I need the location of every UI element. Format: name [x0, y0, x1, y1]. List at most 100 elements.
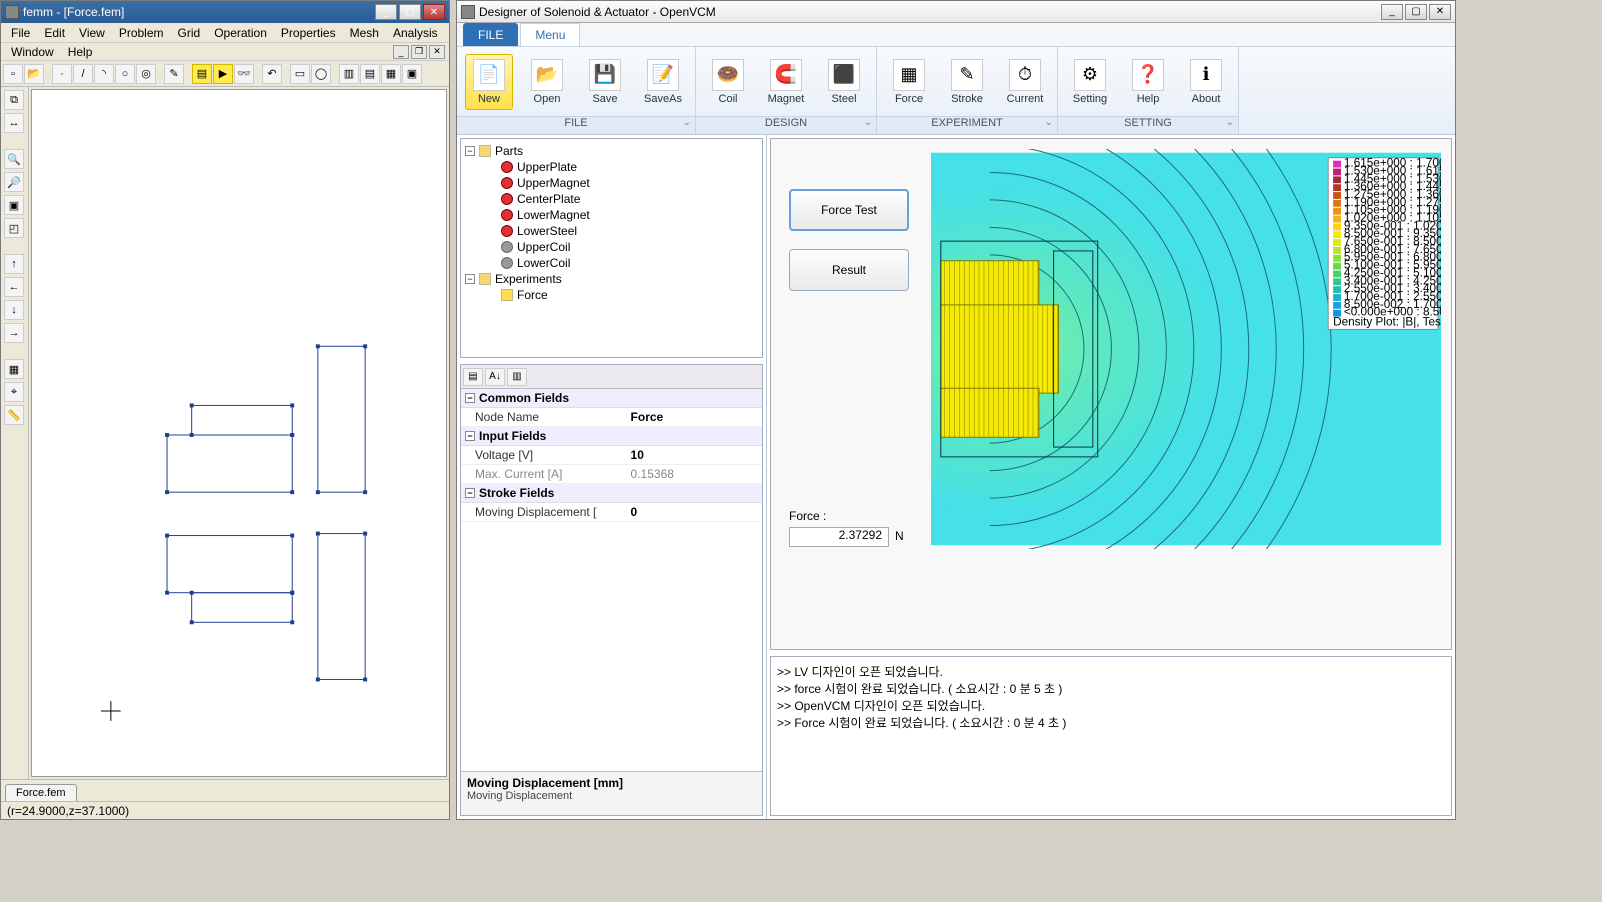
menu-file[interactable]: File [5, 24, 36, 42]
femm-statusbar: (r=24.9000,z=37.1000) [1, 801, 449, 819]
target-icon[interactable]: ◎ [136, 64, 156, 84]
arrow-up-icon[interactable]: ↑ [4, 254, 24, 274]
femm-doc-tab[interactable]: Force.fem [5, 784, 77, 801]
femm-menubar: FileEditViewProblemGridOperationProperti… [1, 23, 449, 43]
vcm-titlebar[interactable]: Designer of Solenoid & Actuator - OpenVC… [457, 1, 1455, 23]
glasses-icon[interactable]: 👓 [234, 64, 254, 84]
zoomout-icon[interactable]: 🔎 [4, 172, 24, 192]
mesh-icon[interactable]: ▤ [192, 64, 212, 84]
prop-category[interactable]: −Stroke Fields [461, 484, 762, 503]
arc-icon[interactable]: ◝ [94, 64, 114, 84]
tree-part-item[interactable]: UpperPlate [465, 159, 758, 175]
new-icon[interactable]: ▫ [3, 64, 23, 84]
grid1-icon[interactable]: ▦ [381, 64, 401, 84]
ribbon-current-button[interactable]: ⏱Current [1001, 57, 1049, 107]
zoomin-icon[interactable]: 🔍 [4, 149, 24, 169]
zoomfit-icon[interactable]: ▣ [4, 195, 24, 215]
result-button[interactable]: Result [789, 249, 909, 291]
femm-canvas[interactable] [31, 89, 447, 777]
menu-window[interactable]: Window [5, 43, 60, 61]
maximize-button[interactable]: ▢ [1405, 4, 1427, 20]
tree-part-item[interactable]: CenterPlate [465, 191, 758, 207]
femm-titlebar[interactable]: femm - [Force.fem] _ ▢ ✕ [1, 1, 449, 23]
select-circ-icon[interactable]: ◯ [311, 64, 331, 84]
circle-icon[interactable]: ○ [115, 64, 135, 84]
tree-experiments-node[interactable]: − Experiments [465, 271, 758, 287]
minimize-button[interactable]: _ [1381, 4, 1403, 20]
prop-row-voltage[interactable]: Voltage [V] 10 [461, 446, 762, 465]
ribbon-setting-button[interactable]: ⚙Setting [1066, 57, 1114, 107]
ribbon-coil-button[interactable]: 🍩Coil [704, 57, 752, 107]
prop-row-nodename[interactable]: Node Name Force [461, 408, 762, 427]
mdi-close-button[interactable]: ✕ [429, 45, 445, 59]
ribbon-tab-file[interactable]: FILE [463, 23, 518, 46]
parts-tree[interactable]: − Parts UpperPlate UpperMagnet CenterPla… [460, 138, 763, 358]
grid-icon[interactable]: ▦ [4, 359, 24, 379]
vsplit-icon[interactable]: ▤ [360, 64, 380, 84]
move-icon[interactable]: ↔ [4, 113, 24, 133]
ribbon-magnet-button[interactable]: 🧲Magnet [762, 57, 810, 107]
mdi-restore-button[interactable]: ❐ [411, 45, 427, 59]
zoomwin-icon[interactable]: ◰ [4, 218, 24, 238]
copy-icon[interactable]: ⧉ [4, 90, 24, 110]
tree-parts-node[interactable]: − Parts [465, 143, 758, 159]
prop-category[interactable]: −Common Fields [461, 389, 762, 408]
tree-part-item[interactable]: LowerMagnet [465, 207, 758, 223]
categorize-icon[interactable]: ▤ [463, 368, 483, 386]
menu-properties[interactable]: Properties [275, 24, 342, 42]
arrow-left-icon[interactable]: ← [4, 277, 24, 297]
arrow-down-icon[interactable]: ↓ [4, 300, 24, 320]
sort-icon[interactable]: A↓ [485, 368, 505, 386]
tree-experiment-item[interactable]: Force [465, 287, 758, 303]
menu-view[interactable]: View [73, 24, 111, 42]
ribbon-new-button[interactable]: 📄New [465, 54, 513, 110]
tree-part-item[interactable]: UpperCoil [465, 239, 758, 255]
close-button[interactable]: ✕ [423, 4, 445, 20]
edit-icon[interactable]: ✎ [164, 64, 184, 84]
snap-icon[interactable]: ⌖ [4, 382, 24, 402]
menu-help[interactable]: Help [62, 43, 99, 61]
prop-row-displacement[interactable]: Moving Displacement [ 0 [461, 503, 762, 522]
menu-operation[interactable]: Operation [208, 24, 273, 42]
menu-analysis[interactable]: Analysis [387, 24, 444, 42]
tree-part-item[interactable]: LowerCoil [465, 255, 758, 271]
ribbon-about-button[interactable]: ℹAbout [1182, 57, 1230, 107]
tree-part-item[interactable]: UpperMagnet [465, 175, 758, 191]
open-icon[interactable]: 📂 [24, 64, 44, 84]
expand-icon[interactable]: − [465, 274, 475, 284]
grid2-icon[interactable]: ▣ [402, 64, 422, 84]
close-button[interactable]: ✕ [1429, 4, 1451, 20]
property-grid[interactable]: −Common Fields Node Name Force −Input Fi… [461, 389, 762, 771]
ruler-icon[interactable]: 📏 [4, 405, 24, 425]
menu-grid[interactable]: Grid [172, 24, 207, 42]
tree-part-item[interactable]: LowerSteel [465, 223, 758, 239]
undo-icon[interactable]: ↶ [262, 64, 282, 84]
expand-icon[interactable]: − [465, 146, 475, 156]
menu-edit[interactable]: Edit [38, 24, 71, 42]
force-test-button[interactable]: Force Test [789, 189, 909, 231]
menu-mesh[interactable]: Mesh [344, 24, 385, 42]
maximize-button[interactable]: ▢ [399, 4, 421, 20]
minimize-button[interactable]: _ [375, 4, 397, 20]
console-line: >> LV 디자인이 오픈 되었습니다. [777, 663, 1445, 680]
hsplit-icon[interactable]: ▥ [339, 64, 359, 84]
ribbon-open-button[interactable]: 📂Open [523, 57, 571, 107]
line-icon[interactable]: / [73, 64, 93, 84]
prop-category[interactable]: −Input Fields [461, 427, 762, 446]
ribbon-steel-button[interactable]: ⬛Steel [820, 57, 868, 107]
ribbon-help-button[interactable]: ❓Help [1124, 57, 1172, 107]
ribbon-label: Force [895, 93, 923, 105]
mdi-min-button[interactable]: _ [393, 45, 409, 59]
output-console[interactable]: >> LV 디자인이 오픈 되었습니다.>> force 시험이 완료 되었습니… [770, 656, 1452, 816]
run-icon[interactable]: ▶ [213, 64, 233, 84]
ribbon-saveas-button[interactable]: 📝SaveAs [639, 57, 687, 107]
ribbon-save-button[interactable]: 💾Save [581, 57, 629, 107]
arrow-right-icon[interactable]: → [4, 323, 24, 343]
ribbon-force-button[interactable]: ▦Force [885, 57, 933, 107]
menu-problem[interactable]: Problem [113, 24, 170, 42]
ribbon-tab-menu[interactable]: Menu [520, 23, 580, 46]
select-rect-icon[interactable]: ▭ [290, 64, 310, 84]
ribbon-stroke-button[interactable]: ✎Stroke [943, 57, 991, 107]
point-icon[interactable]: · [52, 64, 72, 84]
pages-icon[interactable]: ▥ [507, 368, 527, 386]
